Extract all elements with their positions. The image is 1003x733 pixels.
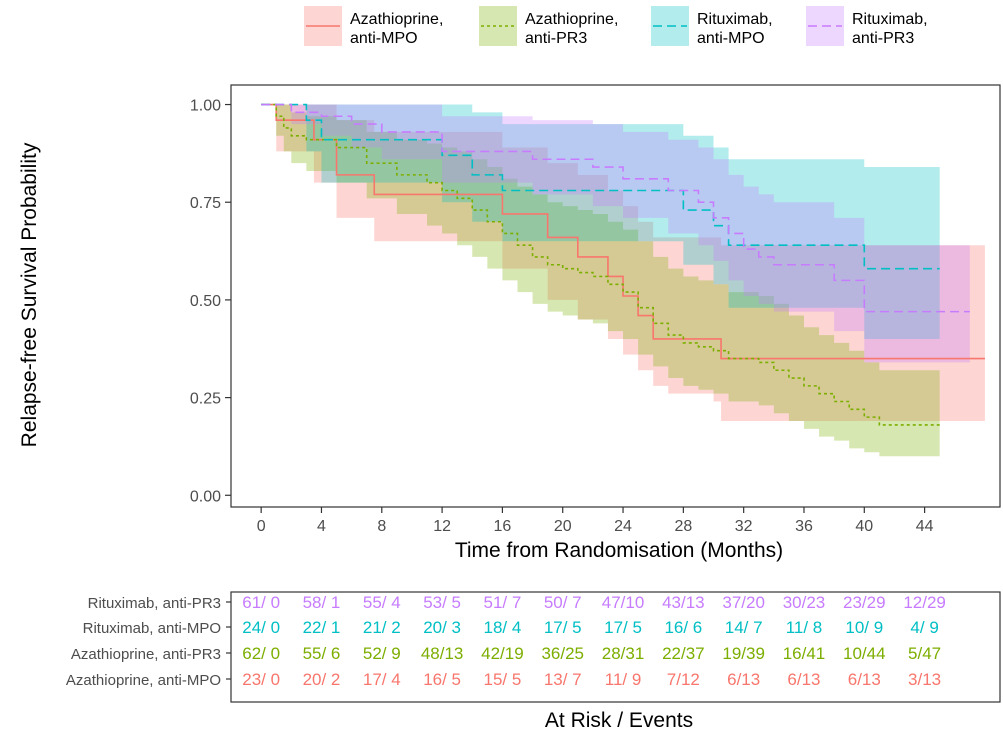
x-tick-label: 24 (614, 518, 632, 535)
risk-cell: 17/ 5 (604, 618, 642, 637)
x-axis: 0 4 8 12 16 20 24 28 32 36 40 44 (257, 507, 934, 535)
risk-table-border (230, 591, 1001, 703)
legend-label: Rituximab, anti-MPO (697, 11, 773, 47)
risk-row-azathioprine-anti-pr3: Azathioprine, anti-PR3 62/ 0 55/ 6 52/ 9 48/… (71, 644, 941, 663)
risk-cell: 55/ 6 (303, 644, 341, 663)
ci-band-rituximab-anti-pr3 (261, 104, 970, 363)
risk-cell: 6/13 (727, 670, 760, 689)
legend-key (479, 6, 517, 46)
survival-curves (261, 103, 985, 426)
legend-item-rituximab-anti-mpo: Rituximab, anti-MPO (651, 6, 773, 47)
risk-cell: 20/ 2 (303, 670, 341, 689)
legend-label: Rituximab, anti-PR3 (852, 11, 928, 47)
ci-band-azathioprine-anti-pr3 (261, 104, 940, 457)
y-tick-label: 0.75 (190, 195, 221, 212)
risk-cell: 43/13 (662, 593, 705, 612)
legend-label: Azathioprine, anti-PR3 (525, 11, 618, 47)
panel-border (230, 84, 1001, 508)
risk-row-label: Azathioprine, anti-PR3 (71, 646, 221, 663)
x-axis-title: Time from Randomisation (Months) (455, 539, 783, 562)
x-tick-label: 16 (494, 518, 512, 535)
risk-cell: 62/ 0 (242, 644, 280, 663)
risk-cell: 15/ 5 (484, 670, 522, 689)
risk-cell: 37/20 (722, 593, 765, 612)
risk-cell: 11/ 8 (786, 618, 823, 637)
risk-cell: 7/12 (667, 670, 700, 689)
y-tick-label: 0.25 (190, 391, 221, 408)
risk-cell: 20/ 3 (423, 618, 461, 637)
risk-cell: 23/ 0 (242, 670, 280, 689)
x-tick-label: 8 (377, 518, 386, 535)
risk-cell: 3/13 (908, 670, 941, 689)
risk-cell: 21/ 2 (363, 618, 401, 637)
risk-cell: 58/ 1 (303, 593, 341, 612)
y-axis-title: Relapse-free Survival Probability (18, 142, 41, 447)
risk-cell: 5/47 (908, 644, 941, 663)
risk-cell: 53/ 5 (423, 593, 461, 612)
risk-cell: 16/ 5 (423, 670, 461, 689)
km-line-rituximab-anti-mpo (261, 103, 940, 270)
x-tick-label: 0 (257, 518, 266, 535)
risk-cell: 6/13 (787, 670, 820, 689)
risk-cell: 16/41 (783, 644, 826, 663)
risk-row-rituximab-anti-mpo: Rituximab, anti-MPO 24/ 0 22/ 1 21/ 2 20/ 3 1… (83, 618, 939, 637)
risk-cell: 28/31 (602, 644, 645, 663)
km-line-rituximab-anti-pr3 (261, 103, 970, 313)
legend-item-azathioprine-anti-mpo: Azathioprine, anti-MPO (304, 6, 443, 47)
risk-table-title: At Risk / Events (545, 709, 693, 732)
x-tick-label: 4 (317, 518, 326, 535)
risk-row-azathioprine-anti-mpo: Azathioprine, anti-MPO 23/ 0 20/ 2 17/ 4 16/… (66, 670, 941, 689)
y-axis: 0.00 0.25 0.50 0.75 1.00 (190, 98, 231, 505)
risk-row-label: Azathioprine, anti-MPO (66, 672, 221, 689)
risk-cell: 14/ 7 (725, 618, 763, 637)
risk-cell: 30/23 (783, 593, 826, 612)
x-tick-label: 12 (433, 518, 451, 535)
y-tick-label: 0.50 (190, 293, 221, 310)
x-tick-label: 36 (795, 518, 813, 535)
risk-cell: 4/ 9 (910, 618, 938, 637)
risk-table: Rituximab, anti-PR3 61/ 0 58/ 1 55/ 4 53/ 5 5… (66, 591, 1001, 703)
y-tick-label: 0.00 (190, 488, 221, 505)
risk-cell: 17/ 5 (544, 618, 582, 637)
risk-cell: 36/25 (541, 644, 584, 663)
risk-cell: 10/44 (843, 644, 886, 663)
risk-cell: 51/ 7 (484, 593, 522, 612)
x-tick-label: 20 (554, 518, 572, 535)
x-tick-label: 32 (735, 518, 753, 535)
plot-area (230, 84, 1001, 508)
risk-cell: 17/ 4 (363, 670, 401, 689)
risk-cell: 13/ 7 (544, 670, 582, 689)
risk-cell: 22/ 1 (303, 618, 341, 637)
risk-cell: 6/13 (848, 670, 881, 689)
risk-cell: 10/ 9 (845, 618, 883, 637)
risk-cell: 61/ 0 (242, 593, 280, 612)
legend-item-rituximab-anti-pr3: Rituximab, anti-PR3 (806, 6, 928, 47)
ci-band-rituximab-anti-mpo (261, 104, 940, 339)
risk-cell: 47/10 (602, 593, 645, 612)
x-tick-label: 40 (855, 518, 873, 535)
risk-cell: 23/29 (843, 593, 886, 612)
risk-cell: 19/39 (722, 644, 765, 663)
risk-cell: 48/13 (421, 644, 464, 663)
risk-cell: 12/29 (903, 593, 946, 612)
legend-label: Azathioprine, anti-MPO (350, 11, 443, 47)
risk-cell: 50/ 7 (544, 593, 582, 612)
y-tick-label: 1.00 (190, 98, 221, 115)
risk-cell: 55/ 4 (363, 593, 401, 612)
risk-cell: 24/ 0 (242, 618, 280, 637)
risk-cell: 11/ 9 (605, 670, 642, 689)
legend: Azathioprine, anti-MPO Azathioprine, anti-P… (304, 6, 928, 47)
risk-cell: 16/ 6 (664, 618, 702, 637)
risk-row-label: Rituximab, anti-MPO (83, 620, 221, 637)
risk-cell: 52/ 9 (363, 644, 401, 663)
risk-cell: 22/37 (662, 644, 705, 663)
risk-row-label: Rituximab, anti-PR3 (88, 595, 221, 612)
legend-item-azathioprine-anti-pr3: Azathioprine, anti-PR3 (479, 6, 618, 47)
risk-cell: 42/19 (481, 644, 524, 663)
x-tick-label: 44 (916, 518, 934, 535)
risk-cell: 18/ 4 (484, 618, 522, 637)
risk-row-rituximab-anti-pr3: Rituximab, anti-PR3 61/ 0 58/ 1 55/ 4 53/ 5 5… (88, 593, 946, 612)
x-tick-label: 28 (674, 518, 692, 535)
